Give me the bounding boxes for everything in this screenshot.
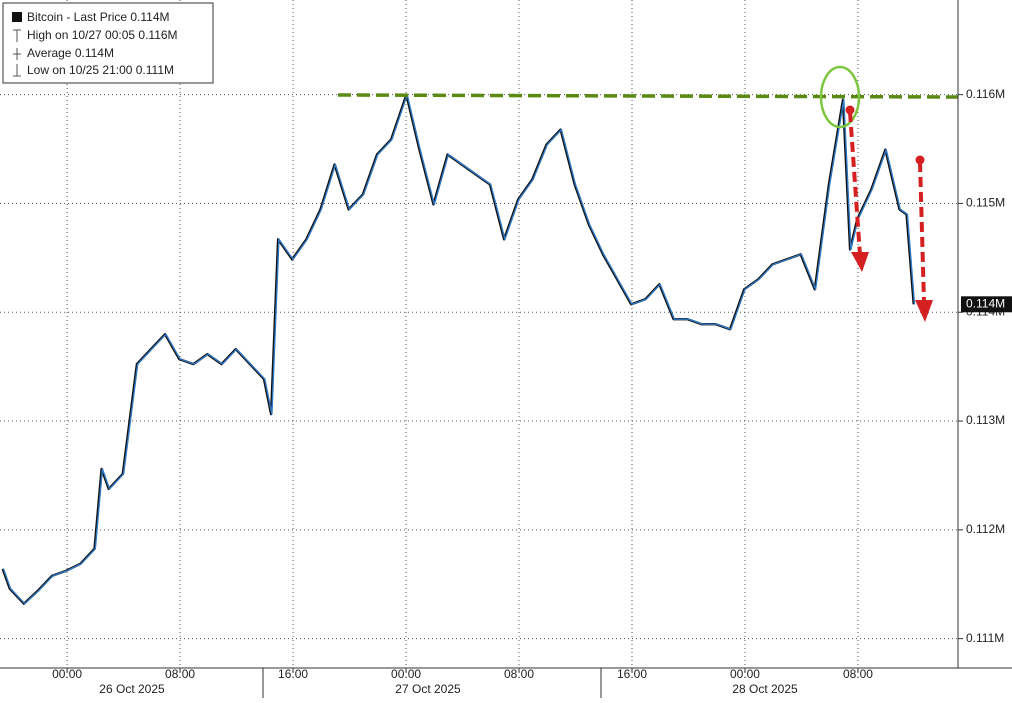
y-tick-label: 0.112M bbox=[966, 522, 1005, 536]
y-tick-label: 0.113M bbox=[966, 413, 1005, 427]
date-label: 27 Oct 2025 bbox=[395, 682, 461, 696]
legend-entry: Bitcoin - Last Price 0.114M bbox=[27, 10, 170, 24]
y-tick-label: 0.116M bbox=[966, 87, 1005, 101]
legend-entry: Average 0.114M bbox=[27, 46, 114, 60]
x-tick-label: 08:00 bbox=[843, 667, 873, 681]
legend-box bbox=[2, 2, 214, 84]
x-tick-label: 16:00 bbox=[617, 667, 647, 681]
x-tick-label: 16:00 bbox=[278, 667, 308, 681]
legend-swatch bbox=[12, 12, 22, 22]
date-label: 28 Oct 2025 bbox=[732, 682, 798, 696]
price-line bbox=[2, 94, 916, 605]
x-tick-label: 08:00 bbox=[504, 667, 534, 681]
grid bbox=[0, 0, 958, 668]
y-tick-label: 0.111M bbox=[966, 631, 1004, 645]
legend-entry: High on 10/27 00:05 0.116M bbox=[27, 28, 178, 42]
arrow-line bbox=[918, 161, 926, 303]
last-price-label: 0.114M bbox=[966, 296, 1005, 310]
y-tick-label: 0.115M bbox=[966, 196, 1005, 210]
plot bbox=[1, 93, 916, 605]
last-price-tag bbox=[961, 296, 1012, 313]
x-tick-label: 00:00 bbox=[730, 667, 760, 681]
date-label: 26 Oct 2025 bbox=[99, 682, 165, 696]
peak-circle bbox=[819, 65, 861, 129]
arrow-head bbox=[915, 300, 933, 322]
x-tick-label: 00:00 bbox=[52, 667, 82, 681]
resistance-line bbox=[337, 93, 959, 99]
arrow-start bbox=[845, 105, 855, 115]
x-tick-label: 00:00 bbox=[391, 667, 421, 681]
axes: 0.111M 0.112M 0.113M 0.114M 0.115M 0.116M 00:0… bbox=[52, 87, 1012, 696]
arrow-line bbox=[848, 111, 862, 256]
x-tick-label: 08:00 bbox=[165, 667, 195, 681]
arrow-head bbox=[851, 252, 869, 272]
legend-icons bbox=[13, 29, 21, 77]
legend: Bitcoin - Last Price 0.114M High on 10/2… bbox=[2, 2, 214, 84]
legend-entry: Low on 10/25 21:00 0.111M bbox=[27, 63, 174, 77]
drop-arrows bbox=[845, 105, 933, 322]
arrow-start bbox=[915, 155, 925, 165]
